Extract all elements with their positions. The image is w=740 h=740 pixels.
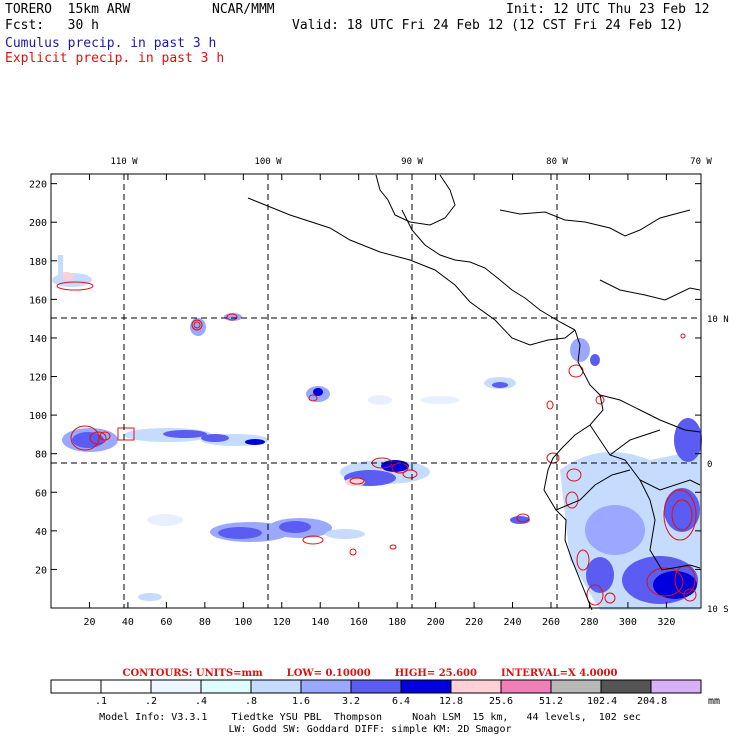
legend-label: .1: [94, 696, 108, 707]
coastlines: [247, 174, 701, 611]
legend-unit: mm: [708, 696, 721, 707]
legend-label: 6.4: [391, 696, 411, 707]
contour-high: HIGH= 25.600: [394, 668, 477, 679]
center-label: NCAR/MMM: [212, 2, 275, 17]
valid-time: Valid: 18 UTC Fri 24 Feb 12 (12 CST Fri …: [292, 18, 684, 33]
contour-units: CONTOURS: UNITS=mm: [122, 668, 263, 679]
lon-label: 80 W: [546, 157, 568, 167]
axis-ticks: [51, 174, 701, 608]
legend-swatch: [250, 679, 302, 694]
plot-frame: [50, 173, 702, 609]
legend-label: 12.8: [438, 696, 464, 707]
x-tick-label: 40: [122, 617, 134, 628]
lat-label: 0: [707, 460, 712, 470]
x-tick-label: 200: [427, 617, 445, 628]
y-tick-label: 180: [29, 257, 47, 268]
x-tick-label: 160: [350, 617, 368, 628]
color-legend: [50, 679, 702, 694]
y-tick-label: 120: [29, 373, 47, 384]
cumulus-precip-label: Cumulus precip. in past 3 h: [5, 36, 217, 51]
legend-label: 204.8: [637, 696, 668, 707]
x-tick-label: 260: [542, 617, 560, 628]
x-tick-label: 60: [160, 617, 172, 628]
legend-label: .8: [244, 696, 258, 707]
legend-swatch: [300, 679, 352, 694]
explicit-precip-label: Explicit precip. in past 3 h: [5, 51, 225, 66]
contour-interval: INTERVAL=X 4.0000: [500, 668, 618, 679]
legend-swatch: [100, 679, 152, 694]
legend-swatch: [550, 679, 602, 694]
legend-label: 1.6: [291, 696, 311, 707]
lat-labels: 10 N 0 10 S: [707, 315, 729, 615]
contour-low: LOW= 0.10000: [286, 668, 371, 679]
init-time: Init: 12 UTC Thu 23 Feb 12: [506, 2, 710, 17]
y-tick-label: 160: [29, 295, 47, 306]
x-tick-label: 180: [388, 617, 406, 628]
x-tick-label: 140: [311, 617, 329, 628]
y-tick-label: 80: [35, 450, 47, 461]
contour-info: CONTOURS: UNITS=mm LOW= 0.10000 HIGH= 25.6…: [0, 668, 740, 679]
y-tick-label: 200: [29, 218, 47, 229]
legend-label: 25.6: [488, 696, 514, 707]
legend-label: 51.2: [538, 696, 564, 707]
x-tick-label: 80: [199, 617, 211, 628]
precip-shading: [52, 255, 702, 610]
legend-swatch: [50, 679, 102, 694]
legend-swatch: [450, 679, 502, 694]
legend-swatch: [400, 679, 452, 694]
x-tick-label: 120: [273, 617, 291, 628]
x-tick-label: 300: [619, 617, 637, 628]
x-tick-label: 320: [657, 617, 675, 628]
x-tick-label: 280: [580, 617, 598, 628]
x-tick-labels: 20 40 60 80 100 120 140 160 180 200 220 240 260 280 30…: [83, 617, 675, 628]
y-tick-label: 60: [35, 488, 47, 499]
legend-swatch: [600, 679, 652, 694]
legend-swatch: [350, 679, 402, 694]
y-tick-label: 20: [35, 565, 47, 576]
legend-swatch: [200, 679, 252, 694]
explicit-precip-contours: [56, 281, 697, 606]
model-info-line2: LW: Godd SW: Goddard DIFF: simple KM: 2D…: [228, 724, 512, 735]
legend-label: 3.2: [341, 696, 361, 707]
lon-labels: 110 W 100 W 90 W 80 W 70 W: [110, 157, 712, 167]
legend-swatch: [150, 679, 202, 694]
forecast-hour: Fcst: 30 h: [5, 18, 99, 33]
legend-swatch: [650, 679, 702, 694]
y-tick-label: 100: [29, 411, 47, 422]
y-tick-labels: 20 40 60 80 100 120 140 160 180 200 220: [29, 180, 47, 577]
x-tick-label: 220: [465, 617, 483, 628]
lon-label: 70 W: [690, 157, 712, 167]
graticule: [51, 174, 701, 608]
y-tick-label: 220: [29, 180, 47, 191]
legend-label: 102.4: [587, 696, 618, 707]
lon-label: 100 W: [254, 157, 282, 167]
x-tick-label: 100: [234, 617, 252, 628]
legend-label: .4: [194, 696, 208, 707]
legend-swatch: [500, 679, 552, 694]
model-title: TORERO 15km ARW: [5, 2, 131, 17]
lat-label: 10 S: [707, 605, 729, 615]
y-tick-label: 140: [29, 334, 47, 345]
lon-label: 90 W: [401, 157, 423, 167]
legend-label: .2: [144, 696, 158, 707]
y-tick-label: 40: [35, 527, 47, 538]
model-info-line1: Model Info: V3.3.1 Tiedtke YSU PBL Thomp…: [99, 712, 641, 723]
lat-label: 10 N: [707, 315, 729, 325]
x-tick-label: 240: [504, 617, 522, 628]
x-tick-label: 20: [83, 617, 95, 628]
lon-label: 110 W: [110, 157, 138, 167]
